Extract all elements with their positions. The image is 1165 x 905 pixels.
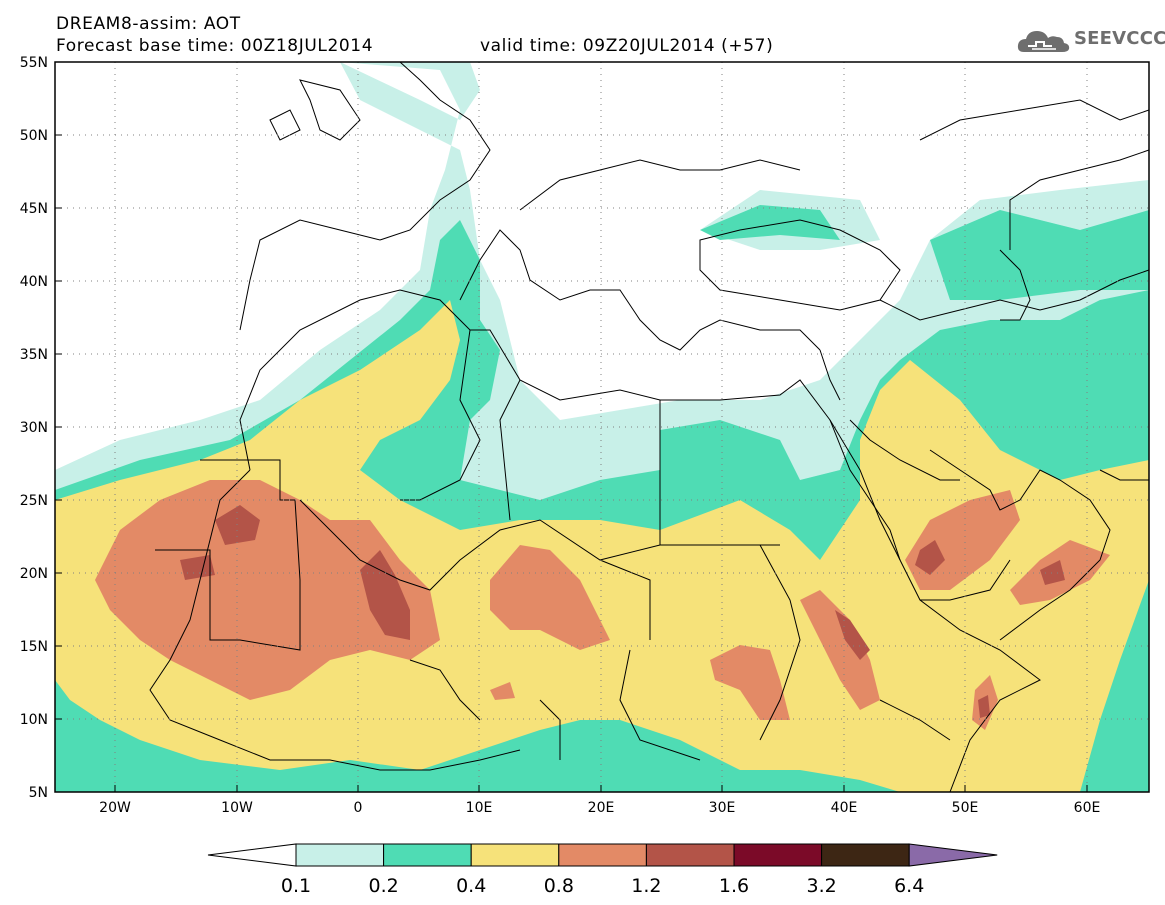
lat-label: 35N <box>20 347 48 363</box>
borders <box>155 329 1011 761</box>
lon-label: 20E <box>588 800 615 816</box>
lat-label: 20N <box>20 566 48 582</box>
colorbar-segment <box>821 843 910 867</box>
lon-label: 60E <box>1074 800 1101 816</box>
colorbar-segment <box>295 843 385 867</box>
lat-label: 55N <box>20 55 48 71</box>
colorbar-level-label: 1.6 <box>719 875 749 897</box>
colorbar-segment <box>645 843 735 867</box>
colorbar-level-label: 1.2 <box>631 875 661 897</box>
map-title: DREAM8-assim: AOT <box>56 14 241 34</box>
colorbar-segments <box>207 843 998 867</box>
logo-text: SEEVCCC <box>1074 28 1165 49</box>
colorbar-min-arrow <box>207 843 297 867</box>
lat-label: 45N <box>20 201 48 217</box>
lat-label: 40N <box>20 274 48 290</box>
colorbar-level-label: 0.1 <box>281 875 311 897</box>
coastlines <box>149 62 1149 792</box>
colorbar-segment <box>383 843 472 867</box>
colorbar-segment <box>733 843 823 867</box>
lat-label: 15N <box>20 639 48 655</box>
colorbar-level-label: 6.4 <box>894 875 924 897</box>
colorbar-segment <box>470 843 560 867</box>
aot-contour-0.8 <box>95 480 1110 730</box>
lat-label: 5N <box>29 785 48 801</box>
seevccc-logo: SEEVCCC <box>1016 26 1165 56</box>
lon-label: 0 <box>354 800 363 816</box>
colorbar-labels: 0.1 0.2 0.4 0.8 1.2 1.6 3.2 6.4 <box>281 875 924 897</box>
lon-label: 10W <box>221 800 253 816</box>
axis-ticks <box>55 61 1088 793</box>
lat-label: 50N <box>20 128 48 144</box>
colorbar-level-label: 0.8 <box>544 875 574 897</box>
lon-label: 20W <box>99 800 131 816</box>
valid-time: valid time: 09Z20JUL2014 (+57) <box>480 36 774 56</box>
lat-label: 30N <box>20 420 48 436</box>
cloud-icon <box>1017 31 1070 52</box>
colorbar-segment <box>558 843 647 867</box>
colorbar-level-label: 3.2 <box>806 875 836 897</box>
aot-contour-0.4 <box>55 300 1149 792</box>
forecast-base-time: Forecast base time: 00Z18JUL2014 <box>56 36 374 56</box>
colorbar-level-label: 0.2 <box>368 875 398 897</box>
lon-label: 10E <box>466 800 493 816</box>
lon-label: 40E <box>831 800 858 816</box>
lon-label: 50E <box>952 800 979 816</box>
lat-label: 25N <box>20 493 48 509</box>
lat-label: 10N <box>20 712 48 728</box>
colorbar-level-label: 0.4 <box>456 875 486 897</box>
colorbar-max-arrow <box>908 843 998 867</box>
graticule <box>55 62 1149 792</box>
lon-label: 30E <box>709 800 736 816</box>
